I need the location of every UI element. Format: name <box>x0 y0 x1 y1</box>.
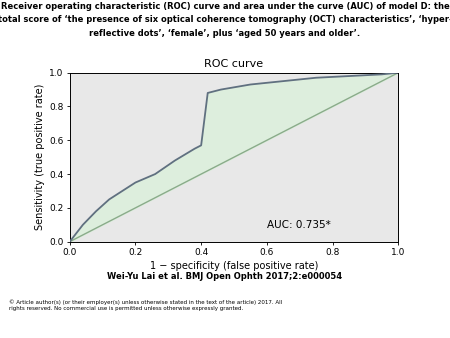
Text: Open: Open <box>376 314 400 323</box>
Y-axis label: Sensitivity (true positive rate): Sensitivity (true positive rate) <box>35 84 45 231</box>
Title: ROC curve: ROC curve <box>204 59 264 69</box>
X-axis label: 1 − specificity (false positive rate): 1 − specificity (false positive rate) <box>150 261 318 271</box>
Text: © Article author(s) (or their employer(s) unless otherwise stated in the text of: © Article author(s) (or their employer(s… <box>9 299 282 311</box>
Text: reflective dots’, ‘female’, plus ‘aged 50 years and older’.: reflective dots’, ‘female’, plus ‘aged 5… <box>90 29 360 38</box>
Text: total score of ‘the presence of six optical coherence tomography (OCT) character: total score of ‘the presence of six opti… <box>0 15 450 24</box>
Text: BMJ: BMJ <box>377 301 399 312</box>
Text: Wei-Yu Lai et al. BMJ Open Ophth 2017;2:e000054: Wei-Yu Lai et al. BMJ Open Ophth 2017;2:… <box>108 272 342 281</box>
Text: Receiver operating characteristic (ROC) curve and area under the curve (AUC) of : Receiver operating characteristic (ROC) … <box>0 2 450 11</box>
Text: Opthalmology: Opthalmology <box>364 326 413 332</box>
Text: AUC: 0.735*: AUC: 0.735* <box>267 220 331 230</box>
